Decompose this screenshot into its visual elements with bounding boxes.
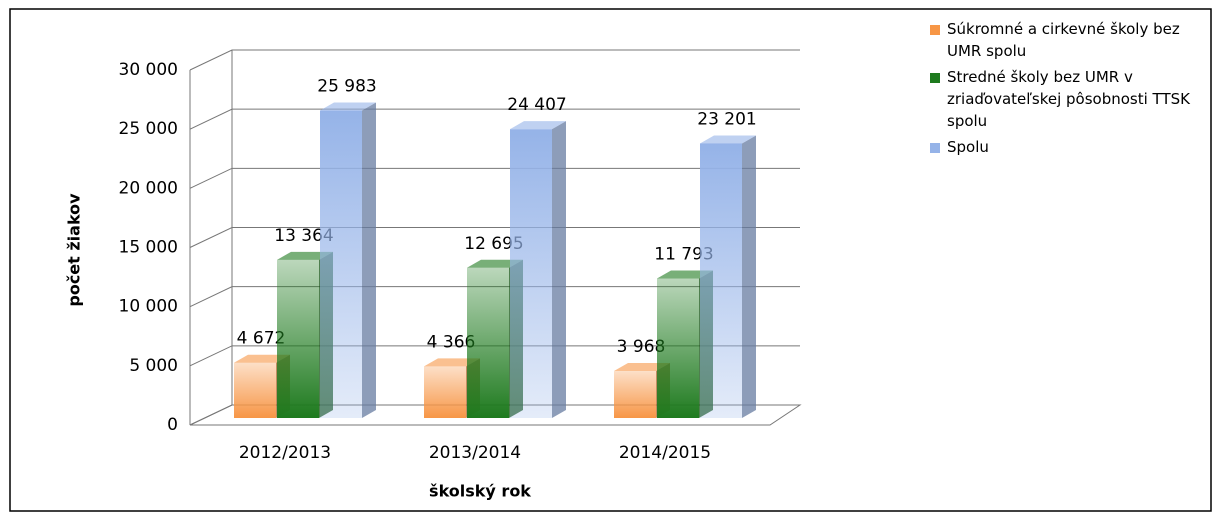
bar-top — [614, 363, 670, 372]
grid-line — [189, 404, 800, 426]
legend-item: Spolu — [930, 136, 1210, 158]
bar — [320, 110, 362, 419]
data-label: 11 793 — [654, 244, 713, 264]
grid-line — [189, 227, 800, 248]
bar — [614, 371, 656, 418]
legend-label: Stredné školy bez UMR v zriaďovateľskej … — [947, 68, 1190, 130]
grid-line — [189, 108, 800, 130]
legend-item: Stredné školy bez UMR v zriaďovateľskej … — [930, 66, 1210, 132]
bar-top — [657, 270, 713, 279]
y-tick-label: 15 000 — [119, 238, 178, 258]
y-axis-title: počet žiakov — [65, 193, 84, 307]
data-label: 25 983 — [317, 77, 376, 97]
legend-item: Súkromné a cirkevné školy bez UMR spolu — [930, 18, 1210, 62]
bar — [277, 259, 319, 418]
bar — [700, 143, 742, 418]
bar-side — [552, 121, 566, 418]
y-tick-label: 25 000 — [119, 119, 178, 139]
legend-label: Spolu — [947, 138, 989, 156]
bar-top — [467, 259, 523, 268]
frame — [9, 8, 1212, 512]
bar-top — [277, 251, 333, 260]
legend-swatch — [930, 73, 940, 83]
data-label: 12 695 — [464, 234, 523, 254]
bar — [467, 267, 509, 418]
legend-label: Súkromné a cirkevné školy bez UMR spolu — [947, 20, 1180, 60]
bar — [657, 278, 699, 418]
bar-top — [320, 102, 376, 111]
bar-side — [742, 135, 756, 418]
bar-side — [362, 102, 376, 419]
y-tick-label: 5 000 — [129, 356, 178, 376]
grid-line — [189, 49, 800, 71]
data-label: 23 201 — [697, 109, 756, 129]
y-tick-label: 20 000 — [119, 178, 178, 198]
data-label: 4 366 — [427, 332, 476, 352]
x-axis-title: školský rok — [429, 482, 531, 501]
legend: Súkromné a cirkevné školy bez UMR spolu S… — [930, 18, 1210, 162]
data-label: 13 364 — [274, 226, 333, 246]
y-tick-label: 30 000 — [119, 60, 178, 80]
bar-top — [234, 354, 290, 363]
bar-top — [700, 135, 756, 144]
legend-swatch — [930, 143, 940, 153]
grid-line — [189, 286, 800, 308]
bar — [510, 129, 552, 418]
data-label: 24 407 — [507, 95, 566, 115]
data-label: 4 672 — [237, 329, 286, 349]
grid-line — [189, 167, 800, 189]
x-tick-label: 2012/2013 — [239, 443, 331, 463]
bar-top — [424, 358, 480, 367]
bar — [424, 366, 466, 418]
data-label: 3 968 — [617, 337, 666, 357]
bar — [234, 362, 276, 418]
legend-swatch — [930, 25, 940, 35]
y-tick-label: 10 000 — [119, 297, 178, 317]
bar-top — [510, 121, 566, 130]
y-tick-label: 0 — [167, 415, 178, 435]
x-tick-label: 2014/2015 — [619, 443, 711, 463]
x-tick-label: 2013/2014 — [429, 443, 521, 463]
grid-line — [189, 345, 800, 367]
